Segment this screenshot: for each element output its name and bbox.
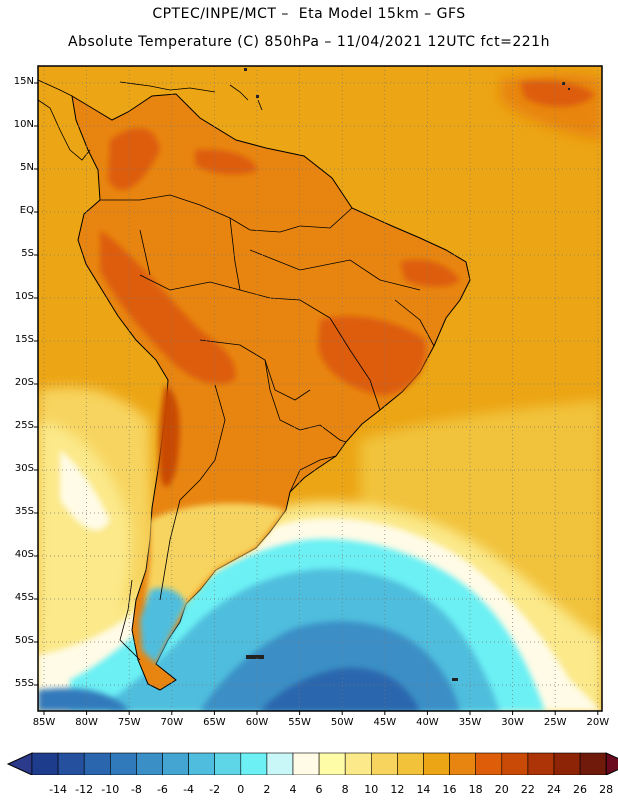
colorbar-swatch: [162, 752, 189, 775]
colorbar-swatch: [292, 752, 320, 775]
colorbar-label: 14: [416, 783, 431, 796]
latitude-label: 30S: [14, 463, 34, 474]
longitude-label: 20W: [586, 717, 610, 728]
colorbar-max-arrow: [605, 752, 618, 775]
longitude-label: 30W: [501, 717, 524, 728]
latitude-label: 15S: [14, 334, 34, 345]
colorbar-swatch: [397, 752, 424, 775]
colorbar-label: 10: [364, 783, 379, 796]
colorbar-label: 8: [341, 783, 349, 796]
coastlines-north: [38, 79, 263, 661]
latitude-label: 10N: [13, 119, 34, 130]
latitude-label: 45S: [14, 592, 34, 603]
colorbar-swatch: [579, 752, 607, 775]
colorbar-swatch: [501, 752, 529, 775]
latitude-label: 5S: [21, 248, 34, 259]
colorbar-label: 16: [442, 783, 457, 796]
colorbar-swatch: [553, 752, 581, 775]
longitude-label: 35W: [458, 717, 482, 728]
latitude-label: EQ: [19, 205, 34, 216]
map-frame: [37, 65, 603, 712]
longitude-label: 65W: [203, 717, 226, 728]
colorbar-swatch: [240, 752, 268, 775]
colorbar-swatch: [449, 752, 477, 775]
colorbar-swatch: [214, 752, 242, 775]
colorbar-swatch: [423, 752, 450, 775]
colorbar-label: 0: [237, 783, 245, 796]
colorbar-swatch: [475, 752, 503, 775]
longitude-label: 80W: [75, 717, 98, 728]
latitude-label: 20S: [14, 377, 34, 388]
colorbar-label: 18: [468, 783, 483, 796]
latitude-label: 25S: [14, 420, 34, 431]
colorbar-label: -14: [49, 783, 68, 796]
colorbar-swatch: [31, 752, 59, 775]
latitude-label: 55S: [14, 678, 34, 689]
title-line-1: CPTEC/INPE/MCT – Eta Model 15km – GFS: [152, 6, 466, 22]
colorbar-label: 24: [546, 783, 561, 796]
colorbar: [6, 752, 618, 775]
longitude-label: 70W: [160, 717, 184, 728]
longitude-label: 25W: [543, 717, 567, 728]
islands: [244, 68, 570, 681]
colorbar-swatch: [83, 752, 111, 775]
colorbar-swatch: [318, 752, 346, 775]
colorbar-label: 26: [573, 783, 588, 796]
colorbar-swatch: [188, 752, 216, 775]
colorbar-swatch: [527, 752, 555, 775]
colorbar-label: -10: [101, 783, 120, 796]
colorbar-swatch: [57, 752, 85, 775]
latitude-label: 50S: [14, 635, 34, 646]
colorbar-min-arrow: [6, 752, 33, 775]
latitude-label: 5N: [20, 162, 34, 173]
latitude-label: 10S: [14, 291, 34, 302]
colorbar-label: 28: [599, 783, 614, 796]
colorbar-label: -4: [183, 783, 195, 796]
longitude-label: 75W: [117, 717, 141, 728]
colorbar-swatch: [344, 752, 372, 775]
colorbar-label: 22: [520, 783, 535, 796]
colorbar-swatch: [136, 752, 163, 775]
colorbar-swatch: [266, 752, 294, 775]
colorbar-swatch: [370, 752, 398, 775]
colorbar-label: -12: [75, 783, 94, 796]
title-line-2: Absolute Temperature (C) 850hPa – 11/04/…: [68, 34, 550, 50]
colorbar-label: 4: [289, 783, 297, 796]
colorbar-swatch: [110, 752, 137, 775]
longitude-label: 85W: [32, 717, 56, 728]
colorbar-label: 2: [263, 783, 271, 796]
colorbar-label: -6: [156, 783, 168, 796]
colorbar-label: 12: [390, 783, 405, 796]
longitude-label: 50W: [330, 717, 354, 728]
longitude-label: 55W: [288, 717, 311, 728]
longitude-label: 60W: [245, 717, 269, 728]
longitude-label: 40W: [416, 717, 439, 728]
colorbar-label: -8: [130, 783, 142, 796]
latitude-label: 15N: [13, 76, 34, 87]
latitude-label: 40S: [14, 549, 34, 560]
latitude-label: 35S: [14, 506, 34, 517]
longitude-label: 45W: [373, 717, 397, 728]
colorbar-label: 6: [315, 783, 323, 796]
colorbar-label: -2: [209, 783, 221, 796]
colorbar-label: 20: [494, 783, 509, 796]
